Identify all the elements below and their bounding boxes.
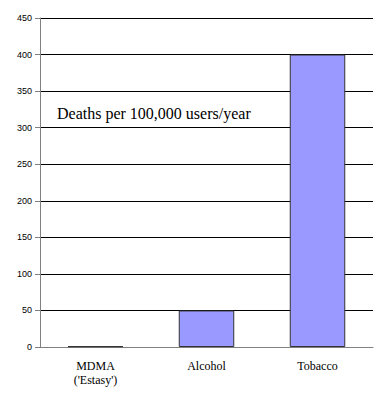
svg-text:400: 400	[17, 50, 32, 60]
svg-text:300: 300	[17, 123, 32, 133]
svg-text:250: 250	[17, 159, 32, 169]
svg-text:0: 0	[27, 342, 32, 352]
svg-text:350: 350	[17, 86, 32, 96]
svg-text:MDMA: MDMA	[76, 359, 115, 373]
svg-text:Tobacco: Tobacco	[297, 359, 337, 373]
svg-text:200: 200	[17, 196, 32, 206]
svg-text:Deaths per 100,000 users/year: Deaths per 100,000 users/year	[57, 105, 251, 123]
svg-text:100: 100	[17, 269, 32, 279]
svg-text:450: 450	[17, 13, 32, 23]
svg-text:Alcohol: Alcohol	[187, 359, 226, 373]
svg-text:50: 50	[22, 305, 32, 315]
svg-text:150: 150	[17, 232, 32, 242]
svg-text:('Estasy'): ('Estasy')	[74, 373, 118, 387]
